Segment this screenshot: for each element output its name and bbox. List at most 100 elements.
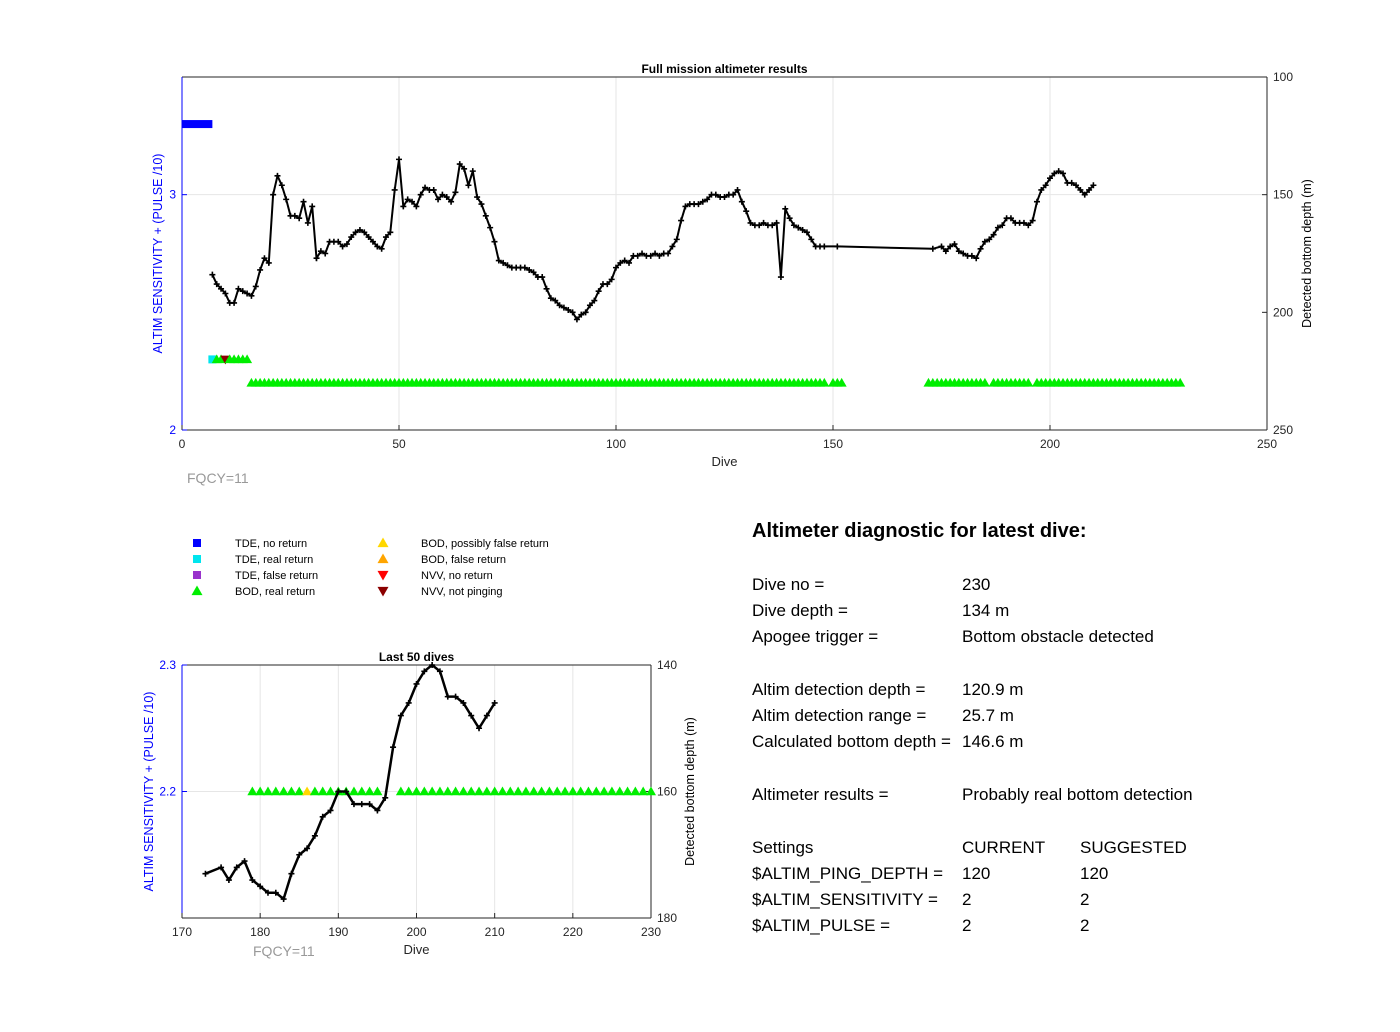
- bottom-depth-point: [358, 801, 365, 808]
- y-right-axis-label: Detected bottom depth (m): [1300, 179, 1314, 328]
- bod-real-marker: [372, 786, 383, 796]
- bottom-depth-point: [665, 250, 672, 257]
- bottom-depth-point: [578, 311, 585, 318]
- bottom-depth-point: [366, 801, 373, 808]
- bottom-depth-point: [452, 693, 459, 700]
- bod-real-marker: [646, 786, 656, 796]
- y-left-axis-label: ALTIM SENSITIVITY + (PULSE /10): [151, 154, 165, 354]
- bottom-depth-point: [938, 243, 945, 250]
- bottom-depth-point: [483, 712, 490, 719]
- legend-label: NVV, no return: [421, 570, 493, 582]
- bottom-depth-point: [421, 668, 428, 675]
- bottom-depth-point: [296, 215, 303, 222]
- bod-real-marker: [819, 377, 830, 387]
- x-tick-label: 100: [606, 437, 626, 451]
- bod-real-marker: [630, 786, 641, 796]
- bod-real-marker: [1175, 377, 1186, 387]
- bod-real-marker: [638, 786, 649, 796]
- bottom-depth-point: [218, 864, 225, 871]
- diag-label: Settings: [752, 838, 814, 857]
- chart-title: Full mission altimeter results: [641, 62, 807, 76]
- bottom-depth-point: [400, 203, 407, 210]
- bottom-depth-point: [981, 238, 988, 245]
- bottom-depth-point: [821, 243, 828, 250]
- bottom-depth-point: [526, 266, 533, 273]
- tde-real-return-marker: [208, 355, 217, 364]
- bottom-depth-point: [213, 281, 220, 288]
- bottom-depth-point: [382, 794, 389, 801]
- bod-real-marker: [836, 377, 847, 387]
- bottom-depth-point: [573, 316, 580, 323]
- bottom-depth-point: [613, 264, 619, 271]
- y-right-axis-label: Detected bottom depth (m): [683, 717, 697, 866]
- legend-label: NVV, not pinging: [421, 586, 503, 598]
- bottom-depth-point: [435, 196, 442, 203]
- bod-real-marker: [544, 786, 555, 796]
- bottom-depth-point: [1047, 175, 1053, 182]
- bottom-depth-point: [756, 222, 763, 229]
- bottom-depth-point: [786, 215, 793, 222]
- bod-real-marker: [614, 786, 625, 796]
- tde-no-return-marker: [182, 120, 213, 129]
- full-mission-plot: 0 50 100 150 200 250 2 3 100 150 200 250 Full missio…: [151, 62, 1314, 486]
- bottom-depth-point: [390, 744, 397, 751]
- bottom-depth-point: [404, 196, 411, 203]
- diag-label: $ALTIM_PULSE =: [752, 916, 891, 935]
- legend-label: TDE, no return: [235, 538, 307, 550]
- bottom-depth-point: [429, 662, 436, 668]
- bottom-depth-point: [405, 699, 412, 706]
- bod-real-marker: [606, 786, 617, 796]
- bottom-depth-point: [604, 281, 611, 288]
- y-right-tick-label: 150: [1273, 188, 1293, 202]
- diag-value: 134 m: [962, 601, 1010, 620]
- legend-triangle-down-marker: [377, 586, 389, 597]
- bottom-depth-point: [319, 813, 326, 820]
- bottom-depth-point: [257, 883, 264, 890]
- bottom-depth-point: [1073, 182, 1080, 189]
- bottom-depth-point: [747, 219, 754, 226]
- bottom-depth-point: [1033, 198, 1040, 205]
- bottom-depth-point: [448, 198, 455, 205]
- bottom-depth-point: [639, 250, 646, 257]
- bottom-depth-point: [248, 292, 255, 299]
- bod-real-marker: [567, 786, 578, 796]
- diag-value: CURRENT: [962, 838, 1046, 857]
- bottom-depth-point: [586, 302, 593, 309]
- bod-real-marker: [364, 786, 375, 796]
- bottom-depth-point: [225, 877, 232, 884]
- x-tick-label: 0: [179, 437, 186, 451]
- bottom-depth-point: [695, 201, 702, 208]
- bottom-depth-point: [278, 182, 285, 189]
- bottom-depth-point: [656, 252, 663, 259]
- bod-real-marker: [278, 786, 289, 796]
- diag-value: Bottom obstacle detected: [962, 627, 1154, 646]
- bottom-depth-point: [261, 255, 268, 262]
- diag-label: Dive depth =: [752, 601, 848, 620]
- bottom-depth-point: [422, 184, 429, 191]
- bod-real-marker: [513, 786, 524, 796]
- bottom-depth-point: [365, 234, 372, 241]
- bottom-depth-point: [730, 191, 737, 198]
- bottom-depth-point: [474, 194, 481, 201]
- x-tick-label: 200: [1040, 437, 1060, 451]
- bottom-depth-point: [409, 198, 416, 205]
- bottom-depth-point: [626, 259, 633, 266]
- bottom-depth-point: [539, 274, 546, 281]
- x-tick-label: 50: [392, 437, 406, 451]
- bod-real-marker: [356, 786, 367, 796]
- bottom-depth-point: [495, 257, 502, 264]
- bod-real-marker: [591, 786, 602, 796]
- bottom-depth-series: [204, 663, 496, 902]
- bottom-depth-point: [1081, 191, 1088, 198]
- bod-real-marker: [575, 786, 586, 796]
- bottom-depth-point: [1086, 186, 1093, 193]
- bottom-depth-point: [348, 234, 355, 241]
- bod-real-marker: [599, 786, 610, 796]
- diag-label: $ALTIM_PING_DEPTH =: [752, 864, 943, 883]
- bottom-depth-point: [1060, 170, 1067, 177]
- bod-real-marker: [294, 786, 305, 796]
- bottom-depth-point: [947, 243, 954, 250]
- bod-real-marker: [1023, 377, 1034, 387]
- legend-triangle-up-marker: [377, 537, 389, 548]
- bottom-depth-point: [317, 248, 324, 255]
